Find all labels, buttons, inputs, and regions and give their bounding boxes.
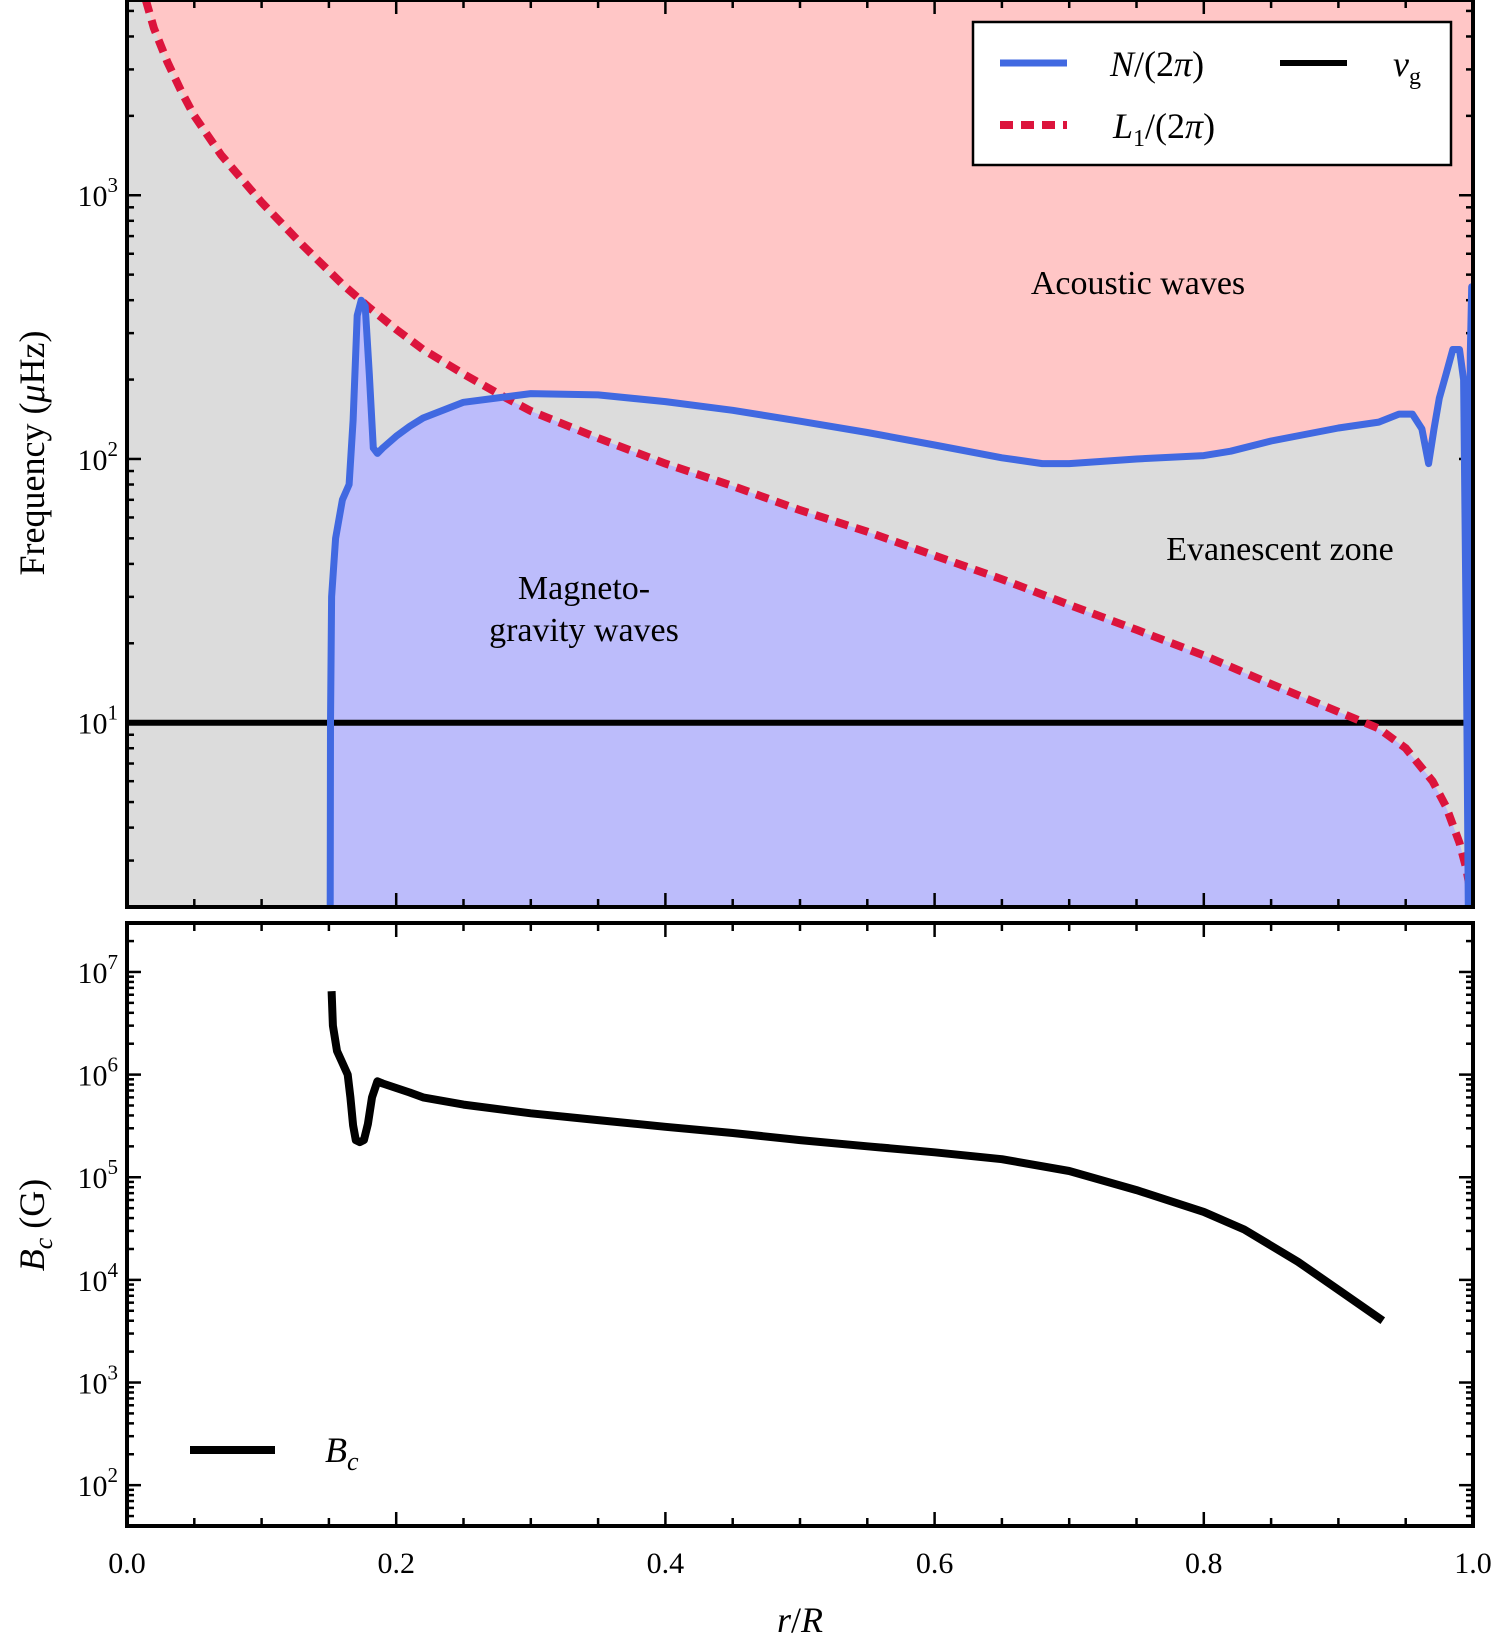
gravity-region-fill [330,302,1468,907]
propagation-regions [127,0,1473,907]
y-tick-label: 105 [78,1155,119,1195]
r-over-r-axis-label: r/R [777,1600,823,1640]
field-panel: 102 103 104 105 106 107 0.0 0.2 0.4 0.6 0.8 1.0 Bc… [12,921,1492,1640]
y-tick-label: 107 [78,950,119,990]
frequency-panel: 101 102 103 Frequency (μHz) Acoustic waves… [12,0,1475,909]
frequency-curves [127,0,1473,907]
field-ytick-labels: 102 103 104 105 106 107 [78,950,119,1503]
y-tick-label: 102 [78,437,119,477]
field-legend: Bc [190,1430,359,1476]
series-n-line [326,283,1473,907]
frequency-panel-frame [125,0,1475,909]
x-tick-label: 0.0 [108,1547,146,1580]
series-l1-line [141,0,1473,907]
x-tick-label: 0.4 [647,1547,685,1580]
evanescent-zone-label: Evanescent zone [1166,531,1394,568]
frequency-legend-box [971,20,1453,167]
x-tick-label: 1.0 [1454,1547,1492,1580]
x-tick-label: 0.8 [1185,1547,1223,1580]
legend-bc-label: Bc [325,1430,359,1476]
series-bc-line [327,991,1386,1324]
field-axis-label: Bc (G) [12,1179,58,1272]
y-tick-label: 101 [78,701,119,741]
gravity-waves-label-line1: Magneto- [518,570,650,607]
legend-nu-g-label: νg [1393,44,1421,90]
field-xtick-labels: 0.0 0.2 0.4 0.6 0.8 1.0 [108,1547,1492,1580]
frequency-legend: N/(2π) νg L1/(2π) [971,20,1453,167]
legend-n-label: N/(2π) [1109,44,1204,84]
field-curves [327,991,1386,1324]
x-tick-label: 0.2 [377,1547,415,1580]
field-panel-frame [125,921,1475,1528]
y-tick-label: 103 [78,1361,119,1401]
frequency-ytick-labels: 101 102 103 [78,173,119,740]
y-tick-label: 106 [78,1053,119,1093]
y-tick-label: 103 [78,173,119,213]
y-tick-label: 104 [78,1258,119,1298]
legend-l1-label: L1/(2π) [1112,106,1215,152]
gravity-waves-label-line2: gravity waves [489,612,679,649]
acoustic-waves-label: Acoustic waves [1031,265,1245,302]
frequency-axis-label: Frequency (μHz) [12,331,52,576]
x-tick-label: 0.6 [916,1547,954,1580]
y-tick-label: 102 [78,1463,119,1503]
